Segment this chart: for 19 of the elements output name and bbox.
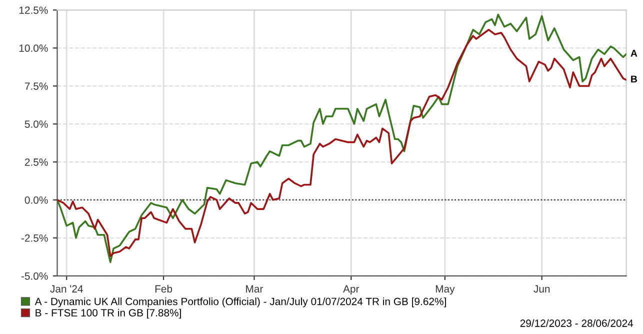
y-tick-label: 2.5% xyxy=(24,158,48,166)
y-tick-label: 12.5% xyxy=(19,6,48,14)
x-tick-label: Feb xyxy=(155,284,172,293)
x-tick-label: Mar xyxy=(246,285,264,293)
y-tick-label: 5.0% xyxy=(24,120,48,128)
x-tick-label: Apr xyxy=(343,285,360,295)
annotation: A xyxy=(630,50,638,57)
y-tick-label: -2.5% xyxy=(21,234,48,242)
y-tick-label: -5.0% xyxy=(21,272,48,280)
annotation: B xyxy=(631,76,638,82)
y-tick-label: 7.5% xyxy=(24,82,48,90)
legend-label: B - FTSE 100 TR in GB [7.88%] xyxy=(36,308,181,319)
y-tick-label: 0.0% xyxy=(24,196,48,204)
x-tick-label: May xyxy=(436,285,455,295)
x-tick-label: Jan '24 xyxy=(50,285,83,293)
y-tick-label: 10.0% xyxy=(19,44,48,52)
text: 29/12/2023 - 28/06/2024 xyxy=(520,319,634,327)
legend-label: A - Dynamic UK All Companies Portfolio (Official) - Jan/July 01/07/2024 TR in GB [9.62%] xyxy=(34,298,446,308)
x-tick-label: Jun xyxy=(534,285,550,293)
